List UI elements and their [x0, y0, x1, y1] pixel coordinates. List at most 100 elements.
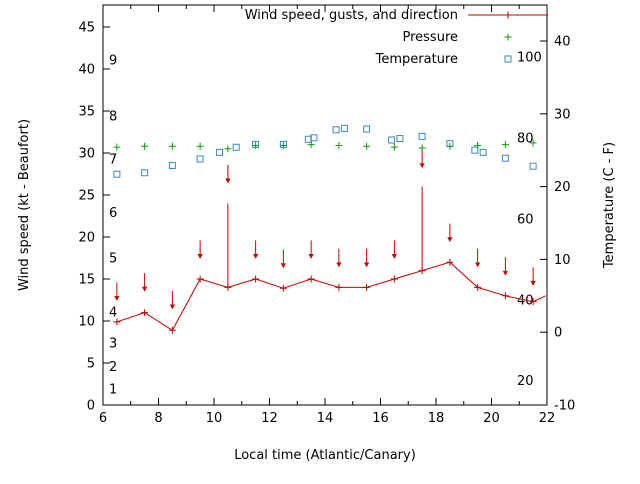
wind-direction-arrow-head: [391, 254, 397, 259]
fahrenheit-scale-label: 20: [517, 374, 534, 389]
y-tick-label: 15: [78, 273, 95, 288]
wind-point: [390, 275, 398, 283]
beaufort-scale-label: 8: [109, 110, 117, 125]
wind-point: [335, 283, 343, 291]
y-axis-title: Wind speed (kt - Beaufort): [17, 119, 32, 291]
y-tick-label: 35: [78, 105, 95, 120]
wind-speed-line: [116, 261, 546, 331]
temperature-point: [232, 143, 240, 151]
y2-tick-label: 10: [554, 253, 571, 268]
temperature-point: [501, 154, 509, 162]
pressure-point: [141, 142, 149, 150]
beaufort-scale-label: 9: [109, 53, 117, 68]
legend-temperature-sample-marker: [504, 55, 512, 63]
temperature-point: [446, 140, 454, 148]
wind-direction-arrow-head: [114, 296, 120, 301]
x-tick-label: 22: [539, 411, 556, 426]
wind-direction-arrow-head: [253, 254, 259, 259]
temperature-point: [279, 140, 287, 148]
pressure-point: [501, 141, 509, 149]
beaufort-scale-label: 6: [109, 206, 117, 221]
legend-wind-label: Wind speed, gusts, and direction: [245, 8, 458, 23]
wind-point: [474, 283, 482, 291]
wind-point: [252, 275, 260, 283]
wind-direction-arrow-head: [447, 237, 453, 243]
pressure-point: [252, 141, 260, 149]
wind-direction-arrow-head: [142, 286, 148, 292]
y-tick-label: 10: [78, 315, 95, 330]
wind-direction-arrow-head: [308, 254, 314, 259]
x-tick-label: 16: [372, 411, 389, 426]
y2-tick-label: -10: [554, 399, 575, 414]
pressure-point: [390, 143, 398, 151]
beaufort-scale-label: 7: [109, 152, 117, 167]
beaufort-scale-label: 3: [109, 336, 117, 351]
data-layer: [113, 124, 546, 334]
x-tick-label: 20: [483, 411, 500, 426]
fahrenheit-scale-label: 80: [517, 132, 534, 147]
temperature-point: [216, 148, 224, 156]
y-tick-label: 45: [78, 21, 95, 36]
temperature-point: [529, 162, 537, 170]
y2-axis-title: Temperature (C - F): [602, 142, 617, 269]
temperature-point: [252, 140, 260, 148]
wind-direction-arrow-head: [169, 304, 175, 310]
pressure-point: [335, 141, 343, 149]
legend-marker-layer: [468, 11, 548, 63]
wind-direction-arrow-head: [502, 270, 508, 276]
y-tick-label: 25: [78, 189, 95, 204]
temperature-point: [479, 148, 487, 156]
legend-pressure-label: Pressure: [402, 30, 458, 45]
x-axis-title: Local time (Atlantic/Canary): [234, 448, 416, 463]
pressure-point: [279, 141, 287, 149]
y-tick-label: 0: [87, 399, 95, 414]
wind-direction-arrow-head: [280, 263, 286, 269]
temperature-point: [363, 125, 371, 133]
legend-pressure-sample-marker: [504, 33, 512, 41]
temperature-point: [141, 169, 149, 177]
wind-direction-arrow-head: [364, 262, 370, 268]
fahrenheit-scale-label: 100: [517, 51, 542, 66]
wind-point: [363, 283, 371, 291]
wind-point: [418, 267, 426, 275]
y-tick-label: 40: [78, 63, 95, 78]
wind-point: [307, 275, 315, 283]
pressure-point: [196, 142, 204, 150]
beaufort-scale-label: 1: [109, 383, 117, 398]
wind-point: [168, 326, 176, 334]
wind-direction-arrow-head: [336, 262, 342, 268]
wind-point: [446, 258, 454, 266]
fahrenheit-scale-label: 60: [517, 212, 534, 227]
x-tick-label: 18: [428, 411, 445, 426]
pressure-point: [224, 145, 232, 153]
x-tick-label: 12: [261, 411, 278, 426]
wind-point: [113, 318, 121, 326]
y2-tick-label: 30: [554, 107, 571, 122]
temperature-point: [332, 126, 340, 134]
wind-point: [501, 292, 509, 300]
wind-point: [279, 284, 287, 292]
beaufort-scale-label: 4: [109, 305, 117, 320]
wind-direction-arrow-head: [475, 262, 481, 268]
x-tick-label: 10: [206, 411, 223, 426]
plot-border: [102, 4, 548, 406]
wind-point: [224, 283, 232, 291]
temperature-point: [113, 170, 121, 178]
temperature-point: [418, 132, 426, 140]
temperature-point: [471, 146, 479, 154]
temperature-point: [196, 155, 204, 163]
beaufort-scale-label: 5: [109, 252, 117, 267]
fahrenheit-scale-label: 40: [517, 293, 534, 308]
wind-point: [529, 298, 537, 306]
pressure-point: [363, 142, 371, 150]
y2-tick-label: 0: [554, 326, 562, 341]
legend-temperature-label: Temperature: [375, 52, 458, 67]
wind-point: [196, 275, 204, 283]
wind-direction-arrow-head: [419, 163, 425, 169]
x-tick-label: 6: [99, 411, 107, 426]
wind-direction-arrow-head: [225, 178, 231, 184]
wind-direction-arrow-head: [530, 280, 536, 286]
beaufort-scale-label: 2: [109, 360, 117, 375]
